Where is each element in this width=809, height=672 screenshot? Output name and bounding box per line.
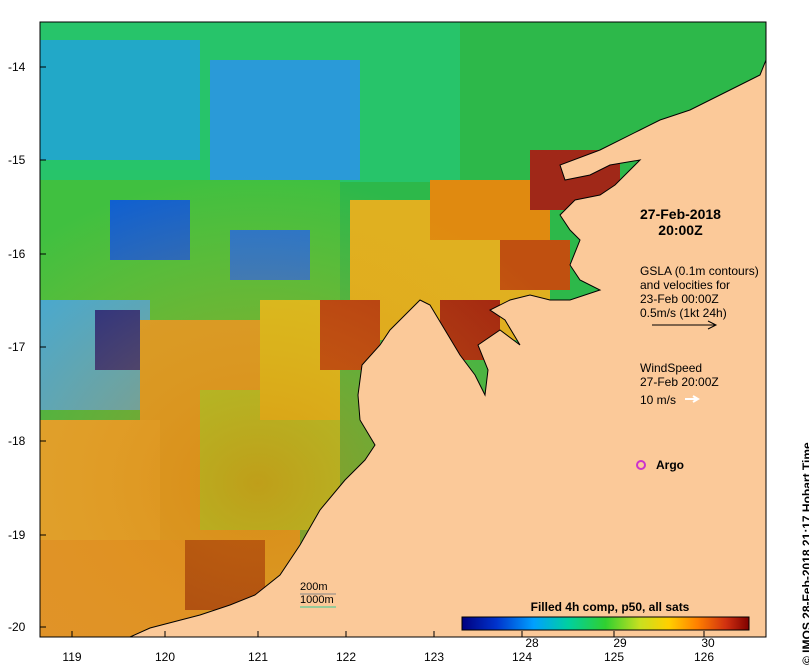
axis-ticks: [40, 66, 705, 637]
y-tick-label: -17: [8, 340, 26, 354]
x-tick-label: 126: [693, 650, 715, 664]
wind-line: WindSpeed: [640, 361, 703, 375]
colorbar-title: Filled 4h comp, p50, all sats: [530, 600, 690, 614]
velocity-arrow-legend: [652, 320, 718, 330]
wind-legend: WindSpeed 27-Feb 20:00Z: [640, 361, 719, 389]
y-tick-label: -20: [8, 620, 26, 634]
land: [129, 22, 767, 638]
y-tick-label: -18: [8, 434, 26, 448]
y-tick-label: -19: [8, 528, 26, 542]
wind-line: 27-Feb 20:00Z: [640, 375, 719, 389]
gsla-legend: GSLA (0.1m contours) and velocities for …: [640, 264, 759, 320]
colorbar-tick: 28: [525, 636, 539, 650]
wind-scale-label: 10 m/s: [640, 393, 677, 407]
x-tick-label: 121: [247, 650, 269, 664]
colorbar-tick: 29: [613, 636, 627, 650]
y-tick-label: -16: [8, 247, 26, 261]
datetime-label: 27-Feb-2018 20:00Z: [640, 206, 721, 238]
y-tick-label: -15: [8, 153, 26, 167]
x-tick-label: 125: [603, 650, 625, 664]
x-tick-label: 120: [154, 650, 176, 664]
wind-arrow-legend: [685, 395, 700, 403]
contour-1000-label: 1000m: [300, 594, 334, 606]
x-tick-label: 123: [423, 650, 445, 664]
x-tick-label: 124: [511, 650, 533, 664]
gsla-line: 23-Feb 00:00Z: [640, 292, 719, 306]
credit-label: © IMOS 28-Feb-2018 21:17 Hobart Time: [800, 442, 809, 665]
plot-frame: [39, 21, 767, 638]
gsla-line: GSLA (0.1m contours): [640, 264, 759, 278]
y-tick-label: -14: [8, 60, 26, 74]
contour-200-label: 200m: [300, 581, 328, 593]
gsla-line: 0.5m/s (1kt 24h): [640, 306, 727, 320]
argo-marker: [636, 460, 646, 470]
datetime-date: 27-Feb-2018: [640, 206, 721, 222]
datetime-time: 20:00Z: [658, 222, 703, 238]
x-tick-label: 122: [335, 650, 357, 664]
colorbar-tick: 30: [701, 636, 715, 650]
x-tick-label: 119: [62, 650, 82, 664]
colorbar: [461, 616, 750, 631]
argo-label: Argo: [656, 458, 684, 472]
gsla-line: and velocities for: [640, 278, 731, 292]
